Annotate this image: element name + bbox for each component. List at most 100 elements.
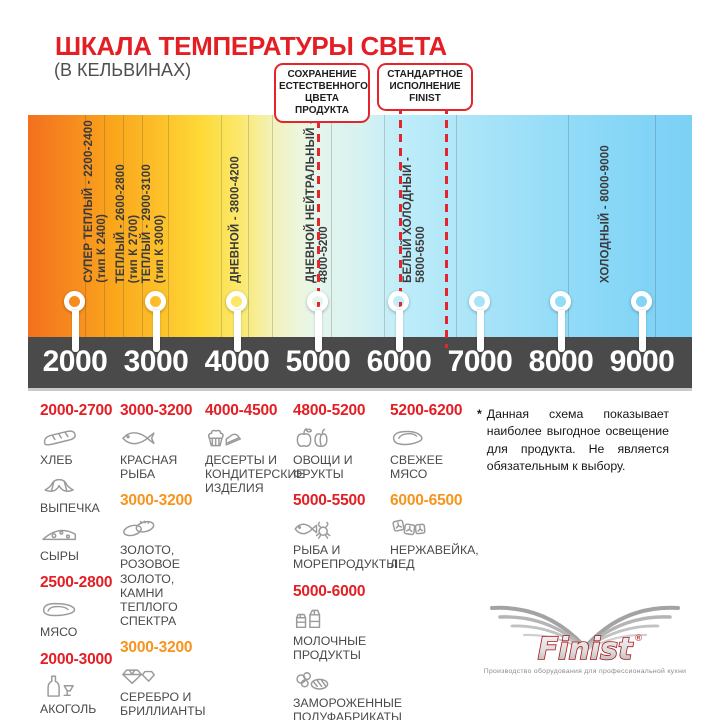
food-item: 3000-3200 ЗОЛОТО, РОЗОВОЕ ЗОЛОТО, КАМНИ Т… (120, 492, 208, 628)
desserts-icon (205, 425, 295, 450)
temperature-range: 6000-6500 (390, 492, 463, 510)
food-item: 5000-6000 МОЛОЧНЫЕ ПРОДУКТЫ ЗАМОРОЖЕННЫЕ П… (293, 582, 403, 720)
food-entry: РЫБА И МОРЕПРОДУКТЫ (293, 515, 398, 572)
temperature-range: 3000-3200 (120, 402, 193, 419)
food-item: 4800-5200 ОВОЩИ И ФРУКТЫ (293, 402, 395, 481)
food-entry: МОЛОЧНЫЕ ПРОДУКТЫ (293, 606, 395, 662)
temperature-range: 3000-3200 (120, 639, 193, 657)
temperature-range: 2000-3000 (40, 650, 113, 668)
food-entry: МЯСО (40, 597, 116, 639)
food-entry: ХЛЕБ (40, 425, 116, 467)
dashed-marker-line (399, 106, 402, 348)
scale-marker-stem-6000 (395, 310, 403, 352)
gradient-label-1: ТЕПЛЫЙ - 2600-2800 (тип К 2700) (115, 163, 140, 283)
segment-divider (272, 115, 273, 337)
food-label: МЯСО (40, 625, 78, 640)
temperature-range: 2500-2800 (40, 574, 113, 592)
segment-divider (123, 115, 124, 337)
food-label: ЗОЛОТО, РОЗОВОЕ ЗОЛОТО, КАМНИ ТЕПЛОГО СП… (120, 543, 180, 628)
food-label: СЫРЫ (40, 549, 79, 564)
ice-icon (390, 515, 482, 540)
food-label: СЕРЕБРО И БРИЛЛИАНТЫ (120, 690, 206, 719)
food-label: ЗАМОРОЖЕННЫЕ ПОЛУФАБРИКАТЫ (293, 695, 403, 720)
food-label: МОЛОЧНЫЕ ПРОДУКТЫ (293, 633, 367, 662)
bread-icon (40, 425, 116, 450)
food-column-2: 3000-3200 КРАСНАЯ РЫБА 3000-3200 ЗОЛОТО, РО… (120, 402, 208, 720)
food-label: КРАСНАЯ РЫБА (120, 453, 178, 482)
scale-marker-ring-4000 (226, 291, 247, 312)
segment-divider (655, 115, 656, 337)
segment-divider (142, 115, 143, 337)
segment-divider (568, 115, 569, 337)
croissant-icon (40, 473, 116, 498)
scale-marker-ring-8000 (550, 291, 571, 312)
dashed-marker-line (317, 106, 320, 348)
temperature-range: 5000-6000 (293, 582, 366, 600)
segment-divider (456, 115, 457, 337)
food-entry: ОВОЩИ И ФРУКТЫ (293, 425, 395, 481)
page-subtitle: (В КЕЛЬВИНАХ) (54, 60, 192, 80)
gradient-label-2: ТЕПЛЫЙ - 2900-3100 (тип К 3000) (141, 163, 166, 283)
frozen-icon (293, 668, 395, 693)
food-entry: ЗОЛОТО, РОЗОВОЕ ЗОЛОТО, КАМНИ ТЕПЛОГО СП… (120, 515, 208, 628)
logo-wordmark: Finist (538, 632, 634, 667)
scale-marker-ring-3000 (145, 291, 166, 312)
segment-divider (168, 115, 169, 337)
food-item: 3000-3200 КРАСНАЯ РЫБА (120, 402, 208, 481)
gradient-label-6: ХОЛОДНЫЙ - 8000-9000 (599, 144, 612, 283)
food-label: РЫБА И МОРЕПРОДУКТЫ (293, 543, 398, 572)
steak-icon (40, 597, 116, 622)
food-label: ОВОЩИ И ФРУКТЫ (293, 453, 353, 482)
registered-mark: ® (634, 634, 643, 644)
segment-divider (221, 115, 222, 337)
callout-standard-finist: СТАНДАРТНОЕ ИСПОЛНЕНИЕ FINIST (377, 63, 473, 111)
food-entry: КРАСНАЯ РЫБА (120, 425, 208, 481)
footnote-text: Данная схема показывает наиболее выгодно… (486, 407, 669, 474)
food-item: 4000-4500 ДЕСЕРТЫ И КОНДИТЕРСКИЕ ИЗДЕЛИЯ (205, 402, 305, 496)
food-column-5: 5200-6200 СВЕЖЕЕ МЯСО 6000-6500 НЕРЖАВЕЙКА,… (390, 402, 482, 583)
temperature-range: 5000-5500 (293, 492, 366, 510)
segment-divider (384, 115, 385, 337)
food-label: ДЕСЕРТЫ И КОНДИТЕРСКИЕ ИЗДЕЛИЯ (205, 453, 305, 496)
scale-marker-stem-7000 (476, 310, 484, 352)
logo-tagline: Производство оборудования для профессион… (483, 668, 687, 675)
food-item: 5000-5500 РЫБА И МОРЕПРОДУКТЫ (293, 492, 398, 572)
temperature-range: 2000-2700 (40, 402, 113, 419)
food-item: 2500-2800 МЯСО (40, 574, 116, 639)
scale-marker-stem-4000 (233, 310, 241, 352)
scale-marker-stem-8000 (557, 310, 565, 352)
food-entry: ВЫПЕЧКА (40, 473, 116, 515)
temperature-range: 3000-3200 (120, 492, 193, 510)
asterisk: * (477, 407, 482, 421)
food-entry: НЕРЖАВЕЙКА, ЛЕД (390, 515, 482, 571)
food-item: 2000-2700 ХЛЕБ ВЫПЕЧКА СЫРЫ (40, 402, 116, 563)
scale-marker-stem-9000 (638, 310, 646, 352)
temperature-range: 4000-4500 (205, 402, 278, 419)
finist-logo: Finist ® Производство оборудования для п… (482, 597, 688, 675)
food-entry: ДЕСЕРТЫ И КОНДИТЕРСКИЕ ИЗДЕЛИЯ (205, 425, 305, 496)
page-title: ШКАЛА ТЕМПЕРАТУРЫ СВЕТА (55, 31, 447, 61)
segment-divider (331, 115, 332, 337)
scale-marker-ring-5000 (307, 291, 328, 312)
food-label: СВЕЖЕЕ МЯСО (390, 453, 444, 482)
fish-icon (120, 425, 208, 450)
food-column-1: 2000-2700 ХЛЕБ ВЫПЕЧКА СЫРЫ 2500-2800 МЯСО 200… (40, 402, 116, 720)
food-entry: СЕРЕБРО И БРИЛЛИАНТЫ (120, 662, 208, 718)
food-entry: СЫРЫ (40, 521, 116, 563)
fresh-meat-icon (390, 425, 482, 450)
food-label: НЕРЖАВЕЙКА, ЛЕД (390, 543, 479, 572)
scale-marker-stem-2000 (71, 310, 79, 352)
food-label: ХЛЕБ (40, 453, 73, 467)
temperature-gradient-bar: СУПЕР ТЕПЛЫЙ - 2200-2400 (тип К 2400) ТЕПЛ… (28, 115, 692, 337)
scale-marker-ring-7000 (469, 291, 490, 312)
callout-natural-color: СОХРАНЕНИЕ ЕСТЕСТВЕННОГО ЦВЕТА ПРОДУКТА (274, 63, 370, 123)
rings-icon (120, 515, 208, 540)
food-item: 3000-3200 СЕРЕБРО И БРИЛЛИАНТЫ (120, 639, 208, 718)
segment-divider (104, 115, 105, 337)
temperature-range: 5200-6200 (390, 402, 463, 419)
food-label: АКОГОЛЬ (40, 701, 97, 716)
food-item: 2000-3000 АКОГОЛЬ (40, 651, 116, 716)
food-item: 6000-6500 НЕРЖАВЕЙКА, ЛЕД (390, 492, 482, 571)
gradient-label-0: СУПЕР ТЕПЛЫЙ - 2200-2400 (тип К 2400) (83, 120, 108, 283)
food-column-4: 4800-5200 ОВОЩИ И ФРУКТЫ 5000-5500 РЫБА И М… (293, 402, 403, 720)
